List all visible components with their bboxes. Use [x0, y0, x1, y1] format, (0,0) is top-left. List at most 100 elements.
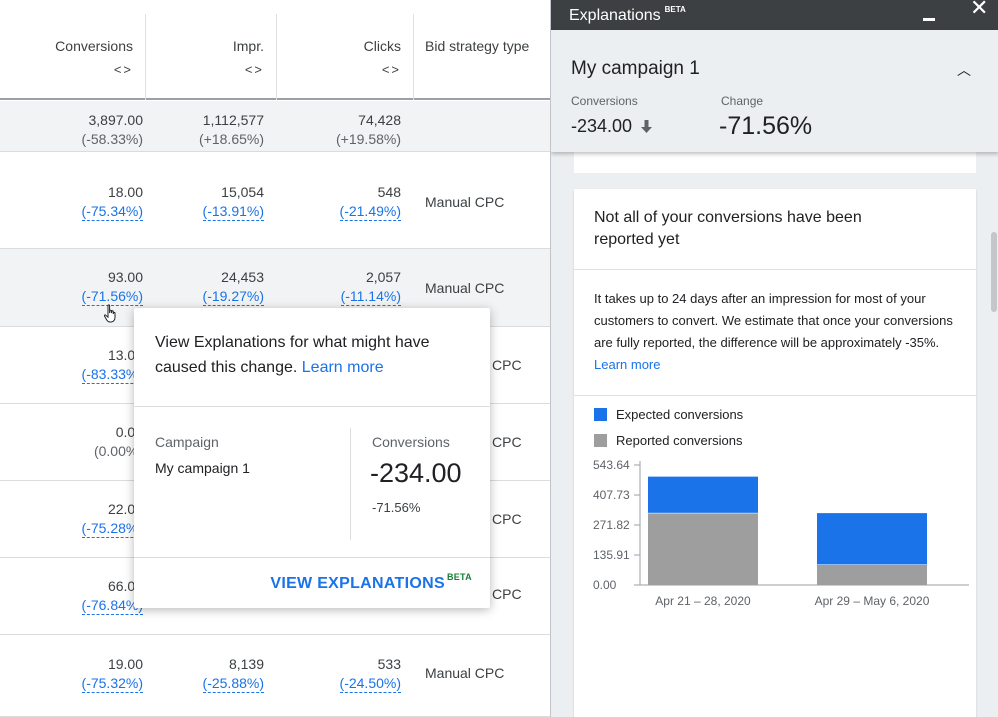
explanations-popup: View Explanations for what might have ca…: [134, 308, 490, 608]
table-row[interactable]: 19.00 (-75.32%) 8,139 (-25.88%) 533 (-24.50…: [0, 635, 550, 717]
change-link[interactable]: (-11.14%): [340, 288, 401, 306]
explanation-card: Not all of your conversions have been re…: [574, 189, 976, 717]
column-header-clicks[interactable]: Clicks <>: [276, 14, 413, 100]
total-clicks: 74,428 (+19.58%): [336, 112, 401, 147]
campaign-summary: My campaign 1 ︿ Conversions -234.00 Chan…: [551, 30, 998, 152]
change-link[interactable]: (-76.84%): [81, 597, 143, 615]
row-impr: 8,139 (-25.88%): [202, 656, 264, 693]
minimize-icon[interactable]: [923, 18, 935, 21]
row-bid-strategy: CPC: [492, 586, 522, 602]
column-header-label: Conversions: [55, 38, 133, 54]
conversions-chart: 0.00 135.91 271.82 407.73 543.64 Apr 21 – 28,…: [593, 458, 969, 608]
row-bid-strategy: Manual CPC: [425, 194, 505, 210]
row-conversions: 18.00 (-75.34%): [81, 184, 143, 221]
bar-expected-conversions: [648, 476, 758, 513]
popup-message: View Explanations for what might have ca…: [155, 334, 430, 376]
sort-icon[interactable]: <>: [381, 62, 401, 77]
view-explanations-button[interactable]: VIEW EXPLANATIONS BETA: [270, 572, 472, 593]
change-link[interactable]: (-75.28%): [81, 520, 143, 538]
row-bid-strategy: CPC: [492, 434, 522, 450]
close-icon[interactable]: ✕: [970, 0, 989, 21]
change-link[interactable]: (-13.91%): [202, 203, 264, 221]
column-divider: [413, 14, 414, 100]
conversions-value: -234.00: [571, 116, 653, 137]
legend-swatch: [594, 408, 607, 421]
conversions-label: Conversions: [571, 94, 638, 108]
change-value: -71.56%: [719, 112, 813, 140]
divider: [574, 269, 976, 270]
change-label: Change: [721, 94, 764, 108]
column-header-label: Bid strategy type: [425, 38, 530, 54]
y-tick-label: 407.73: [593, 488, 630, 502]
x-tick-label: Apr 21 – 28, 2020: [655, 594, 751, 608]
divider: [134, 406, 490, 407]
arrow-down-icon: [641, 120, 653, 133]
table-row[interactable]: 18.00 (-75.34%) 15,054 (-13.91%) 548 (-21.4…: [0, 152, 550, 249]
explanations-panel: Explanations BETA ✕ My campaign 1 ︿ Conve…: [550, 0, 998, 717]
card-title: Not all of your conversions have been re…: [594, 209, 862, 248]
column-divider: [145, 14, 146, 100]
column-divider: [276, 14, 277, 100]
row-impr: 15,054 (-13.91%): [202, 184, 264, 221]
row-bid-strategy: CPC: [492, 357, 522, 373]
bar-reported-conversions: [817, 564, 927, 585]
hand-cursor-icon: [103, 304, 116, 323]
sort-icon[interactable]: <>: [244, 62, 264, 77]
change-link[interactable]: (-21.49%): [339, 203, 401, 221]
total-conversions: 3,897.00 (-58.33%): [81, 112, 143, 147]
learn-more-link[interactable]: Learn more: [594, 357, 661, 372]
conversions-percent: -71.56%: [372, 500, 421, 515]
y-tick-label: 543.64: [593, 458, 630, 472]
x-tick-label: Apr 29 – May 6, 2020: [815, 594, 930, 608]
y-tick-label: 135.91: [593, 548, 630, 562]
divider: [350, 428, 351, 540]
divider: [574, 395, 976, 396]
conversions-label: Conversions: [372, 434, 450, 450]
card-body: It takes up to 24 days after an impressi…: [594, 291, 953, 372]
beta-badge: BETA: [664, 5, 686, 14]
chevron-up-icon[interactable]: ︿: [957, 63, 971, 79]
change-link[interactable]: (-75.34%): [81, 203, 143, 221]
y-tick-label: 271.82: [593, 518, 630, 532]
row-bid-strategy: CPC: [492, 511, 522, 527]
scrollbar[interactable]: [991, 232, 997, 312]
change-link[interactable]: (-24.50%): [339, 675, 401, 693]
change-link[interactable]: (-71.56%): [81, 288, 143, 306]
view-explanations-label: VIEW EXPLANATIONS: [270, 575, 445, 592]
row-conversions: 93.00 (-71.56%): [81, 269, 143, 306]
change-link[interactable]: (-83.33%): [81, 366, 143, 384]
table-total-row: 3,897.00 (-58.33%) 1,112,577 (+18.65%) 74,…: [0, 101, 550, 152]
beta-badge: BETA: [446, 572, 472, 582]
column-header-label: Clicks: [363, 38, 401, 54]
change-link[interactable]: (-75.32%): [81, 675, 143, 693]
campaign-label: Campaign: [155, 434, 219, 450]
y-tick-label: 0.00: [593, 578, 617, 592]
learn-more-link[interactable]: Learn more: [301, 359, 384, 376]
change-link[interactable]: (-25.88%): [202, 675, 264, 693]
sort-icon[interactable]: <>: [113, 62, 133, 77]
column-header-conversions[interactable]: Conversions <>: [0, 14, 145, 100]
column-header-bid-strategy[interactable]: Bid strategy type: [413, 14, 550, 100]
panel-title: Explanations BETA: [569, 5, 686, 24]
row-clicks: 2,057 (-11.14%): [340, 269, 401, 306]
legend-item-reported: Reported conversions: [594, 433, 742, 448]
row-bid-strategy: Manual CPC: [425, 280, 505, 296]
bar-expected-conversions: [817, 512, 927, 565]
conversions-value: -234.00: [370, 458, 462, 488]
total-impr: 1,112,577 (+18.65%): [199, 112, 264, 147]
column-header-impr[interactable]: Impr. <>: [145, 14, 276, 100]
column-header-label: Impr.: [232, 38, 264, 54]
row-bid-strategy: Manual CPC: [425, 665, 505, 681]
row-clicks: 548 (-21.49%): [339, 184, 401, 221]
row-impr: 24,453 (-19.27%): [202, 269, 264, 306]
campaign-name: My campaign 1: [571, 58, 700, 79]
change-link[interactable]: (-19.27%): [202, 288, 264, 306]
panel-title-bar: Explanations BETA ✕: [551, 0, 998, 30]
legend-swatch: [594, 434, 607, 447]
row-conversions: 19.00 (-75.32%): [81, 656, 143, 693]
legend-item-expected: Expected conversions: [594, 407, 743, 422]
campaign-name: My campaign 1: [155, 460, 250, 476]
table-header: Conversions <> Impr. <> Clicks <> Bid st…: [0, 14, 550, 100]
divider: [134, 557, 490, 558]
row-clicks: 533 (-24.50%): [339, 656, 401, 693]
